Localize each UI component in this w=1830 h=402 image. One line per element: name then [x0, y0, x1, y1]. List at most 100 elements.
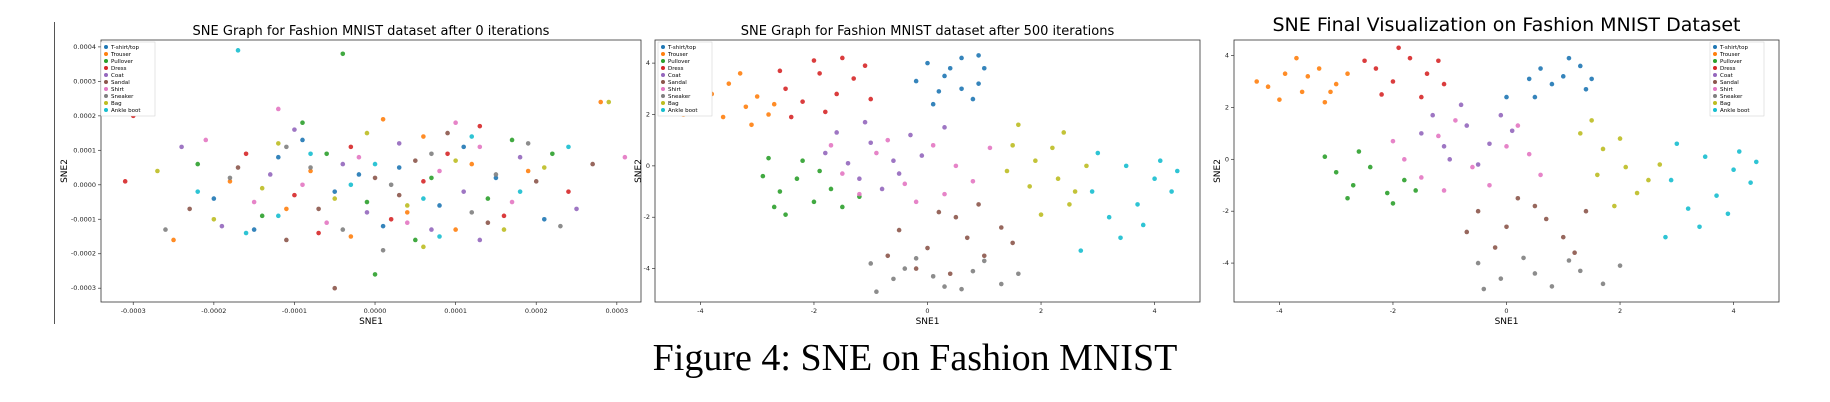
scatter-point [501, 227, 507, 232]
legend-marker [661, 52, 665, 56]
scatter-point [913, 199, 919, 205]
x-tick-label: -0.0001 [282, 307, 307, 315]
scatter-point [453, 227, 458, 232]
legend-marker [1713, 45, 1717, 49]
scatter-point [1157, 158, 1163, 164]
scatter-point [1345, 195, 1350, 201]
scatter-point [743, 104, 749, 110]
scatter-point [1600, 146, 1606, 152]
legend-marker [1713, 94, 1717, 98]
scatter-point [1277, 97, 1282, 102]
scatter-point [930, 101, 936, 107]
y-tick-label: 2 [646, 110, 650, 118]
legend-label: Sneaker [1720, 94, 1743, 100]
scatter-point [1328, 89, 1333, 95]
x-axis-label: SNE1 [916, 317, 940, 327]
legend-marker [661, 108, 665, 112]
scatter-point [1413, 188, 1418, 193]
scatter-point [783, 86, 788, 92]
scatter-point [566, 189, 571, 194]
scatter-chart-500-iterations: SNE Graph for Fashion MNIST dataset afte… [634, 24, 1201, 327]
scatter-point [947, 65, 953, 71]
scatter-point [348, 144, 354, 150]
chart-title: SNE Final Visualization on Fashion MNIST… [1273, 14, 1741, 36]
y-tick-label: 2 [1225, 103, 1229, 111]
scatter-point [1050, 145, 1055, 151]
scatter-point [187, 206, 192, 212]
scatter-point [276, 141, 281, 146]
scatter-point [1322, 154, 1328, 160]
scatter-point [300, 137, 305, 143]
scatter-point [332, 196, 338, 201]
scatter-point [1498, 112, 1504, 118]
scatter-point [1578, 131, 1583, 136]
scatter-point [1583, 86, 1589, 92]
legend-label: Bag [1720, 101, 1731, 107]
legend-label: Coat [1720, 73, 1734, 79]
scatter-point [364, 130, 370, 136]
scatter-point [324, 220, 329, 226]
scatter-point [308, 151, 313, 157]
scatter-point [316, 230, 321, 236]
scatter-point [896, 171, 902, 176]
scatter-point [1470, 164, 1475, 170]
scatter-point [316, 206, 321, 212]
scatter-point [823, 109, 828, 115]
scatter-point [1379, 92, 1384, 97]
scatter-point [1657, 162, 1663, 167]
scatter-point [1526, 76, 1532, 82]
scatter-point [936, 209, 942, 215]
y-tick-label: 0 [1225, 155, 1229, 163]
scatter-point [211, 216, 217, 222]
scatter-point [1254, 79, 1260, 84]
legend-label: Dress [111, 66, 127, 72]
scatter-point [380, 223, 386, 229]
scatter-point [1731, 167, 1736, 173]
scatter-point [942, 284, 947, 289]
scatter-point [396, 192, 402, 198]
scatter-point [1504, 94, 1509, 100]
scatter-point [959, 86, 964, 92]
x-tick-label: 2 [1618, 307, 1622, 315]
chart-title: SNE Graph for Fashion MNIST dataset afte… [193, 24, 550, 39]
scatter-point [421, 196, 426, 201]
scatter-point [1487, 141, 1492, 147]
scatter-point [1532, 271, 1538, 276]
legend-box [100, 41, 156, 117]
scatter-point [1282, 71, 1288, 77]
scatter-point [598, 99, 604, 105]
scatter-point [606, 99, 612, 105]
scatter-point [493, 172, 499, 177]
legend-label: Shirt [1720, 87, 1734, 93]
plot-area [654, 39, 1201, 303]
x-tick-label: 0 [925, 307, 929, 315]
scatter-point [1663, 234, 1668, 240]
y-axis-label: SNE2 [60, 159, 70, 183]
legend-marker [104, 59, 108, 63]
legend-label: Ankle boot [668, 108, 698, 114]
x-tick-label: 4 [1732, 307, 1736, 315]
scatter-point [211, 196, 217, 201]
legend-label: Pullover [1720, 59, 1743, 65]
scatter-point [1424, 71, 1430, 77]
scatter-point [1174, 168, 1180, 174]
scatter-point [953, 214, 959, 220]
scatter-point [1367, 164, 1373, 170]
scatter-point [1572, 250, 1577, 256]
scatter-point [195, 189, 201, 194]
scatter-point [429, 175, 434, 181]
scatter-point [509, 137, 515, 143]
scatter-point [1123, 163, 1129, 169]
scatter-point [267, 172, 273, 177]
legend-label: Sandal [1720, 80, 1739, 86]
legend-label: T-shirt/top [110, 45, 140, 51]
scatter-point [550, 151, 555, 157]
y-tick-label: 0.0002 [73, 112, 96, 120]
scatter-point [1010, 240, 1015, 246]
scatter-point [1578, 268, 1583, 274]
scatter-point [930, 143, 936, 148]
scatter-point [999, 281, 1004, 287]
scatter-point [195, 161, 201, 167]
scatter-point [1617, 136, 1623, 141]
scatter-point [1481, 286, 1487, 292]
